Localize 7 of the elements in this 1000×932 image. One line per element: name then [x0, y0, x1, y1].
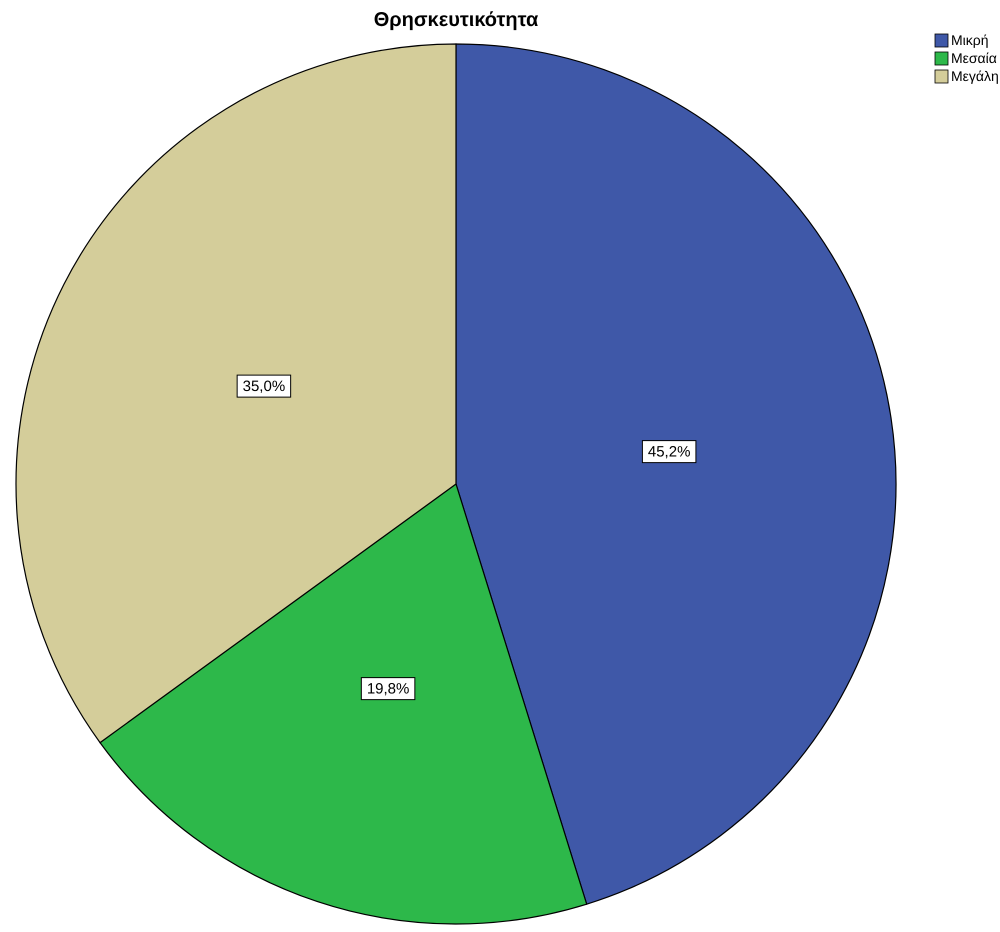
data-label: 45,2%	[648, 444, 690, 461]
data-label: 35,0%	[242, 378, 286, 396]
legend-label: Μεσαία	[951, 50, 997, 66]
legend-label: Μικρή	[951, 32, 989, 48]
chart-title: Θρησκευτικότητα	[374, 9, 539, 31]
legend-label: Μεγάλη	[951, 68, 999, 84]
data-label: 19,8%	[366, 680, 410, 698]
